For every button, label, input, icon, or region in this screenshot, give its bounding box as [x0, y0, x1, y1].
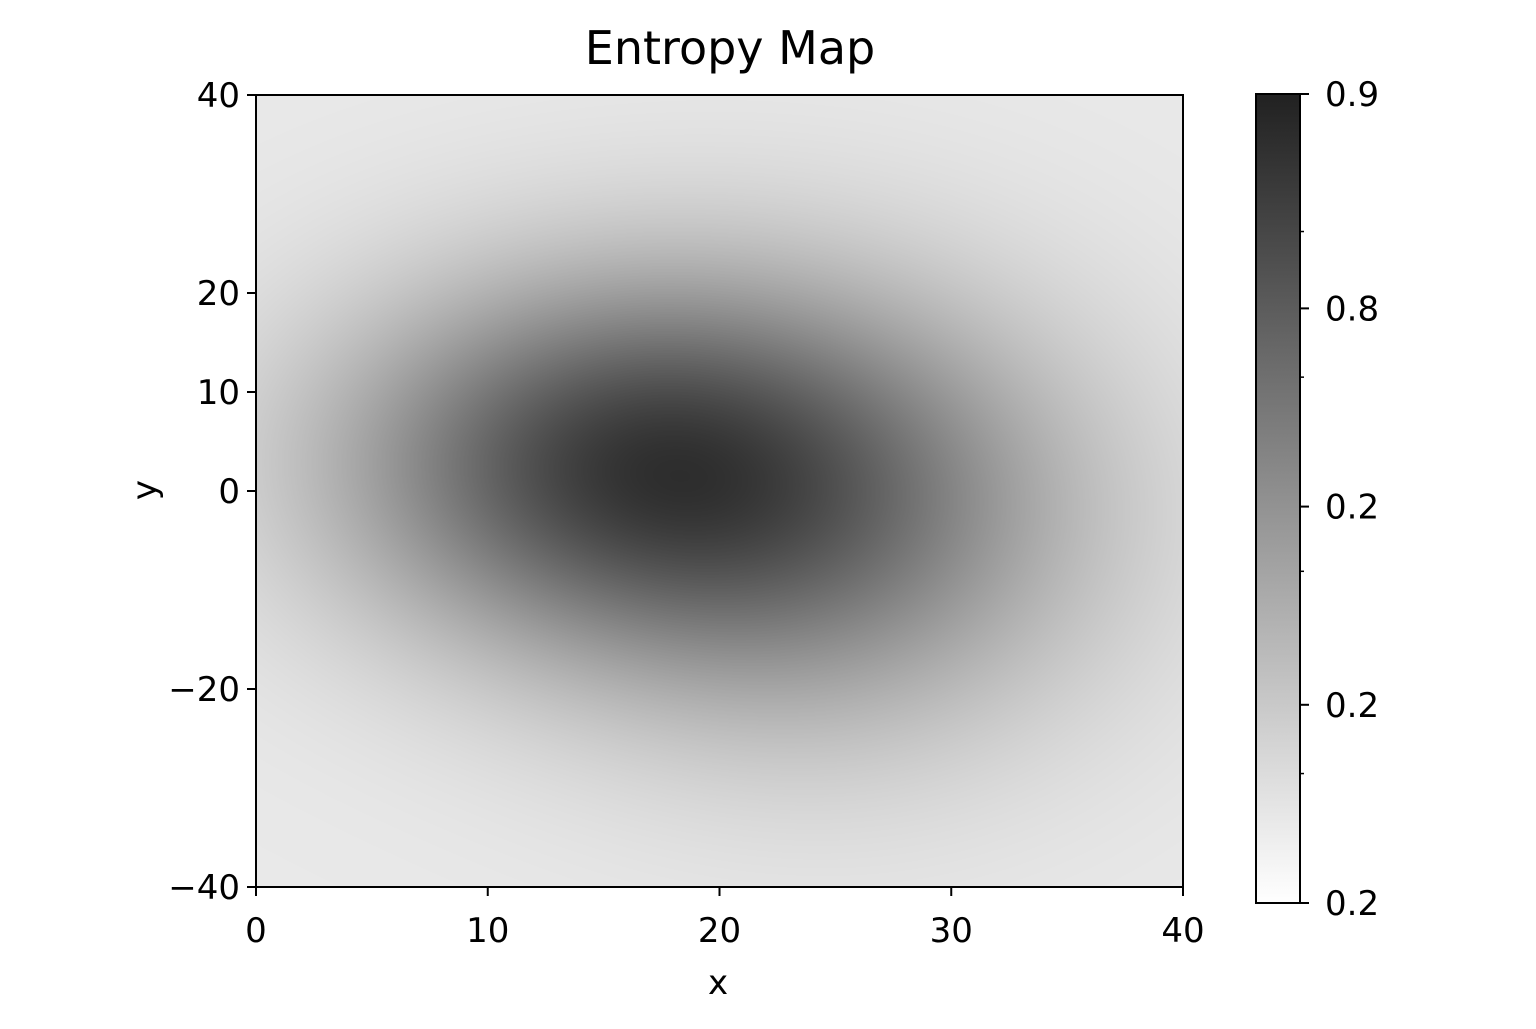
y-axis-label: y: [125, 480, 165, 500]
x-tick-label: 10: [466, 911, 509, 951]
y-tick-label: −20: [168, 670, 240, 710]
y-tick-label: −40: [168, 868, 240, 908]
colorbar-tick-label: 0.8: [1325, 289, 1379, 329]
heatmap-field: [256, 95, 1183, 887]
x-tick-label: 40: [1161, 911, 1204, 951]
x-tick-label: 20: [698, 911, 741, 951]
colorbar-tick-label: 0.2: [1325, 488, 1379, 528]
y-tick-label: 20: [197, 274, 240, 314]
x-tick-label: 30: [930, 911, 973, 951]
y-tick-label: 0: [218, 472, 240, 512]
y-tick-label: 10: [197, 373, 240, 413]
colorbar-tick-label: 0.2: [1325, 884, 1379, 924]
chart-title: Entropy Map: [585, 21, 875, 75]
y-tick-label: 40: [197, 76, 240, 116]
x-axis-label: x: [708, 963, 728, 1003]
colorbar: [1255, 93, 1301, 904]
colorbar-tick-label: 0.9: [1325, 75, 1379, 115]
colorbar-tick-label: 0.2: [1325, 686, 1379, 726]
x-tick-label: 0: [245, 911, 267, 951]
